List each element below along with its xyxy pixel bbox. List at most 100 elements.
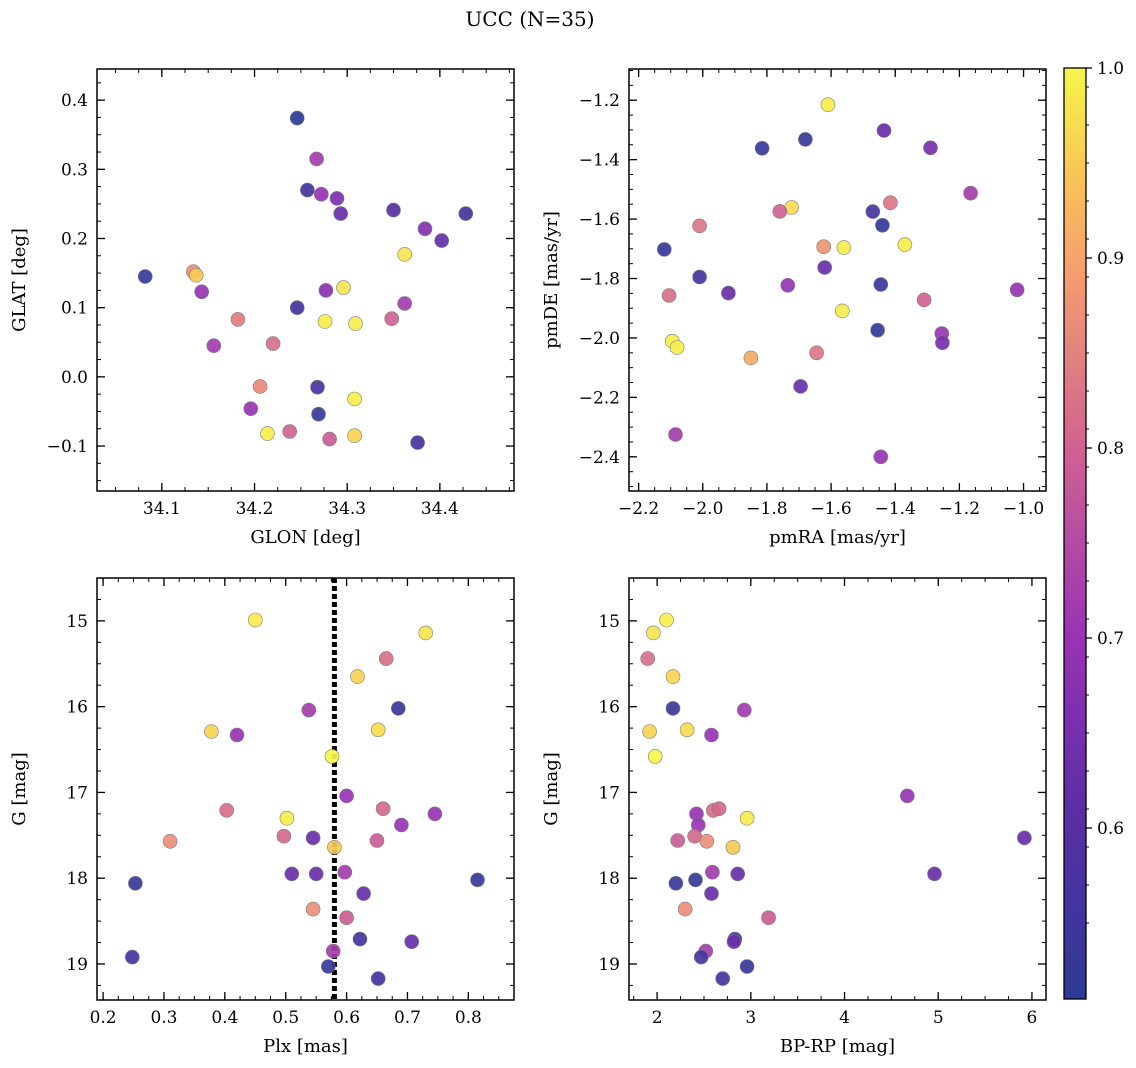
- y-tick-label: −0.1: [47, 437, 88, 457]
- scatter-point: [427, 806, 443, 822]
- y-tick-label: 18: [598, 869, 620, 889]
- colorbar-gradient: [1063, 67, 1087, 1000]
- panel-pm: −2.2 −2.0 −1.8 −1.6 −1.4 −1.2 −1.0 −2.4 −2.2 −2.0…: [541, 68, 1047, 548]
- scatter-point: [339, 910, 354, 926]
- x-tick-label: 0.5: [272, 1008, 299, 1028]
- scatter-point: [816, 239, 832, 254]
- scatter-point: [305, 830, 321, 846]
- axes-frame: [628, 577, 1047, 1001]
- scatter-points: [640, 612, 1032, 986]
- scatter-point: [817, 260, 833, 275]
- scatter-point: [711, 801, 727, 817]
- scatter-point: [248, 612, 263, 628]
- scatter-point: [963, 185, 978, 201]
- panel-cmd: 2 3 4 5 6 15 16 17 18 19 BP-RP [mag] G [mag]: [541, 577, 1047, 1057]
- y-tick-label: 15: [66, 612, 88, 632]
- scatter-point: [404, 934, 420, 950]
- colorbar-tick-label: 0.8: [1097, 439, 1124, 459]
- scatter-point: [300, 182, 315, 198]
- scatter-points: [125, 612, 485, 986]
- x-axis-label: Plx [mas]: [263, 1036, 348, 1057]
- scatter-point: [916, 292, 932, 308]
- scatter-point: [873, 277, 889, 292]
- y-tick-label: −1.2: [579, 91, 620, 111]
- scatter-point: [875, 218, 890, 233]
- scatter-point: [809, 345, 824, 361]
- colorbar: 0.6 0.7 0.8 0.9 1.0: [1063, 59, 1124, 1000]
- scatter-point: [669, 340, 685, 355]
- scatter-point: [661, 288, 677, 303]
- scatter-point: [670, 833, 686, 848]
- y-tick-label: 0.2: [61, 229, 88, 249]
- scatter-point: [318, 283, 334, 298]
- scatter-point: [375, 801, 391, 817]
- y-tick-label: 16: [598, 698, 620, 718]
- scatter-point: [820, 97, 836, 112]
- scatter-point: [417, 221, 433, 237]
- scatter-point: [301, 702, 317, 718]
- scatter-point: [640, 651, 656, 666]
- scatter-point: [356, 886, 371, 901]
- scatter-point: [320, 959, 336, 974]
- x-tick-label: −1.8: [746, 499, 787, 519]
- scatter-point: [725, 839, 741, 855]
- scatter-point: [668, 875, 684, 891]
- x-tick-label: 34.2: [236, 499, 274, 519]
- x-tick-label: 2: [652, 1008, 663, 1028]
- axes-frame: [96, 68, 515, 492]
- axes-frame: [96, 577, 515, 1001]
- scatter-point: [688, 872, 703, 888]
- scatter-point: [704, 727, 719, 743]
- scatter-point: [668, 427, 683, 442]
- y-axis-label: GLAT [deg]: [9, 228, 30, 332]
- scatter-point: [308, 866, 324, 882]
- scatter-point: [390, 701, 406, 716]
- x-tick-label: −1.0: [1003, 499, 1044, 519]
- scatter-point: [162, 833, 178, 849]
- x-tick-label: −2.0: [682, 499, 723, 519]
- scatter-point: [646, 625, 661, 641]
- scatter-point: [333, 206, 349, 221]
- scatter-point: [418, 625, 434, 641]
- scatter-point: [229, 727, 245, 743]
- y-axis-label: G [mag]: [9, 752, 30, 825]
- scatter-point: [739, 959, 755, 974]
- x-tick-label: −1.2: [939, 499, 980, 519]
- scatter-point: [348, 316, 363, 331]
- scatter-point: [370, 722, 386, 738]
- scatter-point: [793, 379, 808, 394]
- scatter-point: [1009, 282, 1025, 298]
- scatter-point: [352, 931, 368, 947]
- x-tick-label: 5: [933, 1008, 944, 1028]
- scatter-point: [289, 300, 305, 316]
- scatter-point: [761, 910, 776, 926]
- x-tick-label: 34.3: [328, 499, 366, 519]
- scatter-point: [219, 803, 234, 818]
- scatter-point: [289, 110, 305, 126]
- scatter-point: [128, 875, 143, 891]
- scatter-point: [434, 233, 450, 248]
- y-axis-label: G [mag]: [541, 752, 562, 825]
- scatter-point: [284, 866, 300, 882]
- scatter-point: [923, 140, 938, 156]
- scatter-point: [927, 866, 942, 882]
- scatter-points: [656, 97, 1025, 465]
- scatter-point: [137, 269, 153, 284]
- x-tick-label: 0.8: [455, 1008, 482, 1028]
- scatter-point: [204, 724, 219, 739]
- scatter-point: [394, 817, 409, 833]
- y-tick-label: 0.4: [61, 91, 88, 111]
- x-axis-label: BP-RP [mag]: [780, 1036, 895, 1057]
- x-tick-label: 0.6: [333, 1008, 360, 1028]
- x-axis-label: GLON [deg]: [250, 527, 360, 548]
- scatter-point: [935, 335, 950, 351]
- x-tick-label: 4: [839, 1008, 850, 1028]
- x-tick-label: 34.1: [143, 499, 181, 519]
- scatter-point: [206, 338, 222, 354]
- scatter-point: [865, 204, 881, 219]
- scatter-point: [336, 280, 351, 295]
- scatter-point: [883, 195, 898, 210]
- y-tick-label: −1.8: [579, 270, 620, 290]
- colorbar-tick-label: 1.0: [1097, 59, 1124, 79]
- scatter-point: [329, 191, 345, 206]
